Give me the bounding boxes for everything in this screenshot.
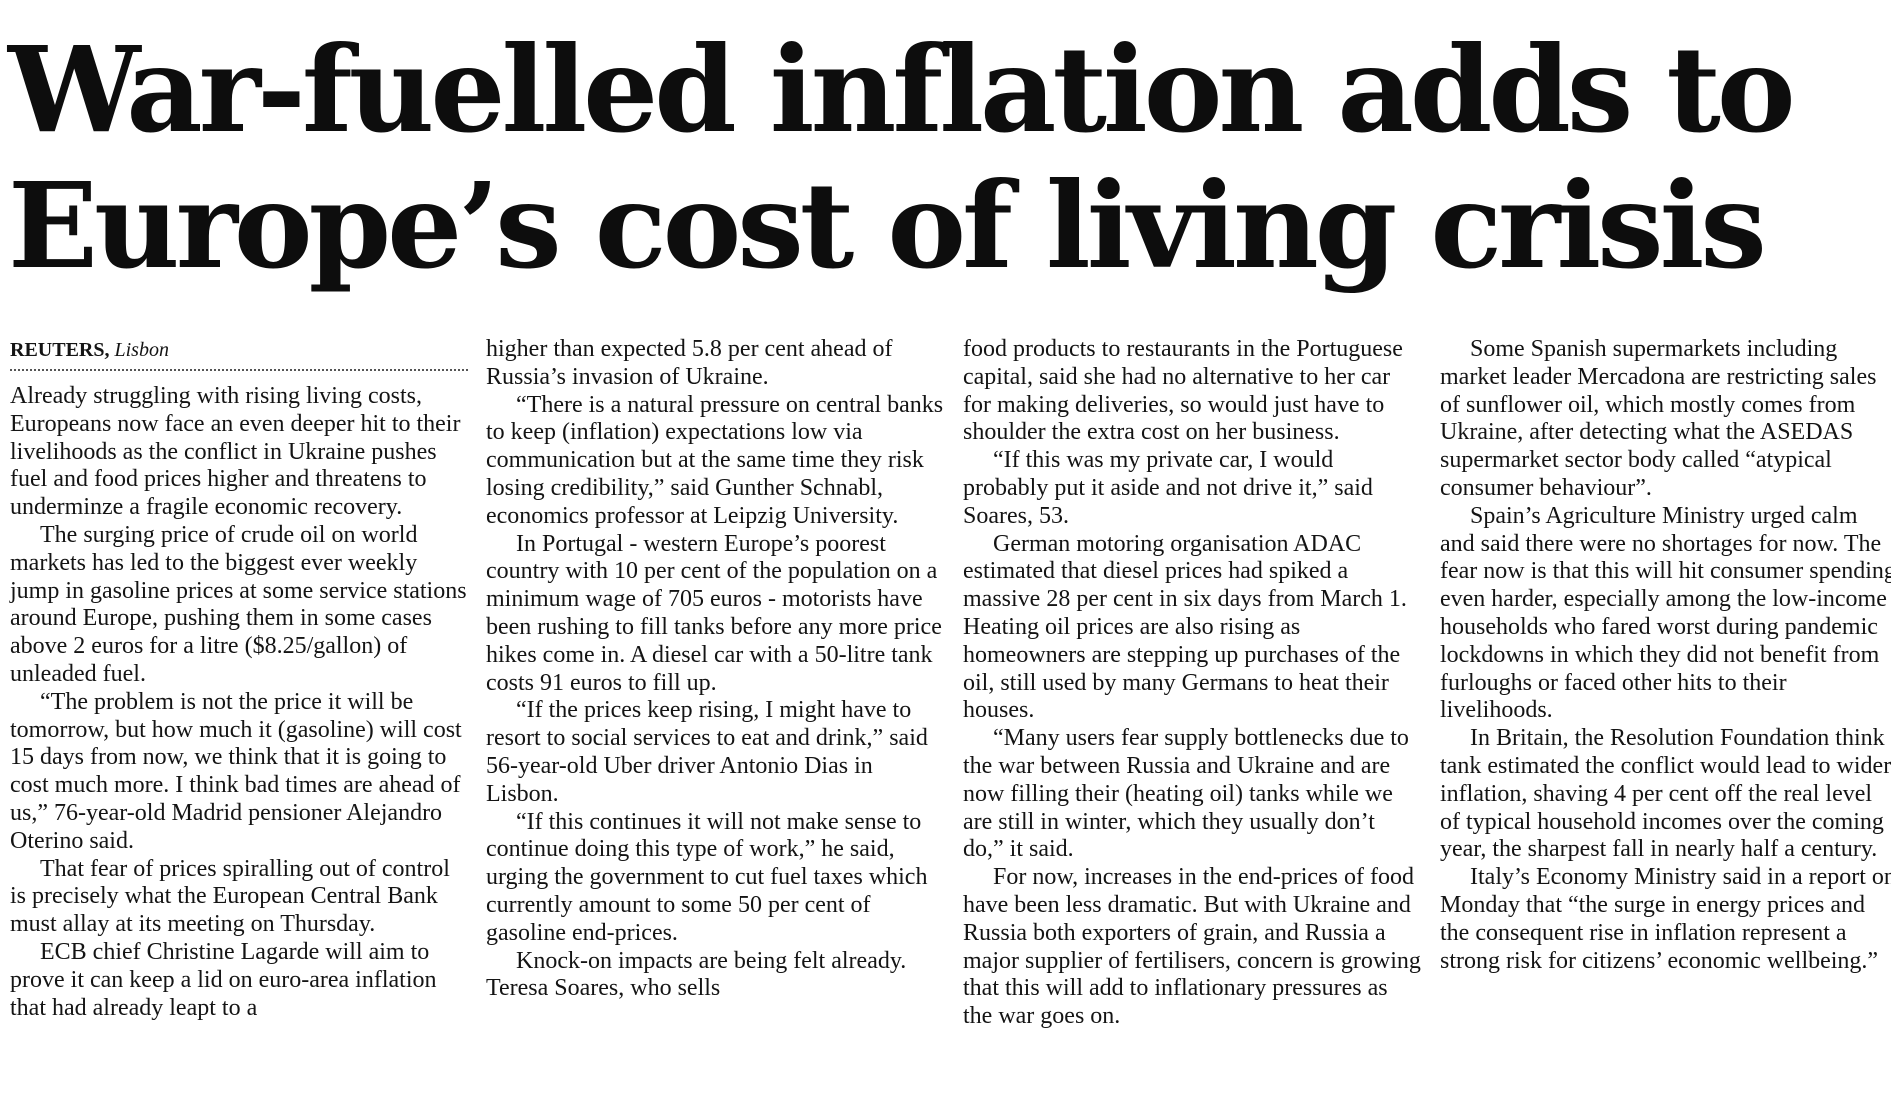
paragraph: Spain’s Agriculture Ministry urged calm … bbox=[1440, 502, 1891, 724]
article-body: REUTERS, Lisbon Already struggling with … bbox=[10, 336, 1891, 1091]
byline: REUTERS, Lisbon bbox=[10, 336, 468, 371]
paragraph: “If this continues it will not make sens… bbox=[486, 808, 928, 946]
paragraph: “There is a natural pressure on central … bbox=[486, 391, 944, 529]
article-column-1: REUTERS, Lisbon Already struggling with … bbox=[10, 336, 468, 1022]
paragraph: Knock-on impacts are being felt already.… bbox=[486, 947, 907, 1002]
article-column-4: Some Spanish supermarkets including mark… bbox=[1440, 336, 1891, 975]
paragraph: higher than expected 5.8 per cent ahead … bbox=[486, 336, 893, 390]
paragraph: In Britain, the Resolution Foundation th… bbox=[1440, 725, 1891, 863]
paragraph: “If this was my private car, I would pro… bbox=[963, 447, 1373, 529]
paragraph: That fear of prices spiralling out of co… bbox=[10, 855, 450, 938]
paragraph: German motoring organisation ADAC estima… bbox=[963, 530, 1407, 724]
byline-place: Lisbon bbox=[114, 339, 169, 361]
paragraph: “If the prices keep rising, I might have… bbox=[486, 697, 928, 807]
paragraph: food products to restaurants in the Port… bbox=[963, 336, 1403, 446]
paragraph: Italy’s Economy Ministry said in a repor… bbox=[1440, 864, 1891, 974]
article-column-2: higher than expected 5.8 per cent ahead … bbox=[486, 336, 944, 1003]
paragraph: The surging price of crude oil on world … bbox=[10, 521, 467, 687]
headline-line-2: Europe’s cost of living crisis bbox=[8, 156, 1767, 295]
headline: War-fuelled inflation adds to Europe’s c… bbox=[8, 22, 1888, 294]
paragraph: Already struggling with rising living co… bbox=[10, 383, 461, 521]
paragraph: ECB chief Christine Lagarde will aim to … bbox=[10, 938, 437, 1021]
byline-agency: REUTERS, bbox=[10, 339, 110, 361]
paragraph: For now, increases in the end-prices of … bbox=[963, 864, 1421, 1030]
headline-line-1: War-fuelled inflation adds to bbox=[8, 20, 1796, 159]
article-column-3: food products to restaurants in the Port… bbox=[963, 336, 1421, 1031]
paragraph: “Many users fear supply bottlenecks due … bbox=[963, 725, 1409, 863]
paragraph: In Portugal - western Europe’s poorest c… bbox=[486, 530, 942, 696]
paragraph: Some Spanish supermarkets including mark… bbox=[1440, 336, 1877, 501]
paragraph: “The problem is not the price it will be… bbox=[10, 688, 462, 854]
